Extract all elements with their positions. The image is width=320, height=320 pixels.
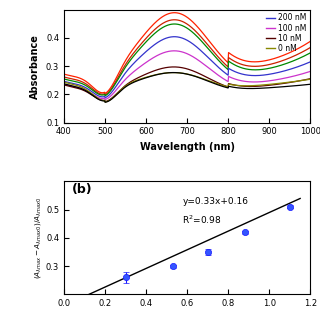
0 nM <box>172 71 175 75</box>
200 nM <box>62 79 66 83</box>
0 nM <box>228 83 231 86</box>
Line: 0 nM: 0 nM <box>64 73 310 102</box>
200 nM <box>126 68 130 72</box>
10 nM <box>62 83 66 87</box>
200 nM <box>103 96 107 100</box>
10 nM <box>308 77 312 81</box>
10 nM <box>126 82 130 86</box>
100 nM <box>106 96 110 100</box>
100 nM <box>308 69 312 73</box>
Text: (b): (b) <box>71 183 92 196</box>
Line: 10 nM: 10 nM <box>64 67 310 102</box>
10 nM <box>228 82 231 86</box>
200 nM <box>248 74 252 77</box>
100 nM <box>172 49 176 53</box>
100 nM <box>174 49 178 53</box>
200 nM <box>208 58 212 61</box>
100 nM <box>62 82 66 86</box>
0 nM <box>62 80 66 84</box>
10 nM <box>103 100 107 104</box>
10 nM <box>208 77 212 81</box>
0 nM <box>308 77 312 81</box>
200 nM <box>174 35 178 39</box>
0 nM <box>106 99 110 103</box>
200 nM <box>308 60 312 64</box>
10 nM <box>106 99 110 102</box>
200 nM <box>106 94 110 98</box>
100 nM <box>103 98 107 101</box>
10 nM <box>172 65 176 69</box>
0 nM <box>103 100 107 104</box>
200 nM <box>228 67 231 71</box>
Line: 100 nM: 100 nM <box>64 51 310 100</box>
Legend: 200 nM, 100 nM, 10 nM, 0 nM: 200 nM, 100 nM, 10 nM, 0 nM <box>266 13 307 53</box>
0 nM <box>208 79 212 83</box>
100 nM <box>126 75 130 79</box>
0 nM <box>174 71 178 75</box>
100 nM <box>248 80 252 84</box>
Line: 200 nM: 200 nM <box>64 37 310 98</box>
10 nM <box>248 84 252 88</box>
0 nM <box>248 84 252 88</box>
200 nM <box>172 35 176 39</box>
Text: y=0.33x+0.16: y=0.33x+0.16 <box>182 197 248 206</box>
Y-axis label: $(A_{\lambda max}-A_{\lambda max0})/A_{\lambda max0}$: $(A_{\lambda max}-A_{\lambda max0})/A_{\… <box>33 196 43 279</box>
10 nM <box>174 65 178 69</box>
100 nM <box>208 67 212 71</box>
X-axis label: Wavelength (nm): Wavelength (nm) <box>140 142 235 152</box>
0 nM <box>126 83 130 86</box>
100 nM <box>228 75 231 79</box>
Text: R$^2$=0.98: R$^2$=0.98 <box>182 214 222 226</box>
Y-axis label: Absorbance: Absorbance <box>30 34 40 99</box>
